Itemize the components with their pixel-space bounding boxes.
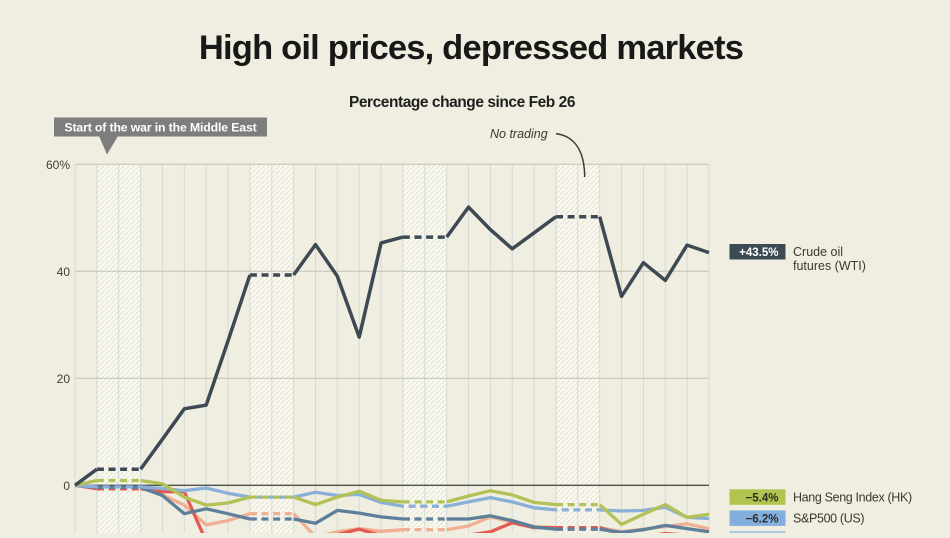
svg-text:+43.5%: +43.5% <box>739 247 778 259</box>
svg-text:0: 0 <box>63 479 70 493</box>
svg-text:60%: 60% <box>46 158 70 172</box>
svg-text:High oil prices, depressed mar: High oil prices, depressed markets <box>199 29 743 67</box>
svg-text:Hang Seng Index (HK): Hang Seng Index (HK) <box>793 490 912 504</box>
svg-text:futures (WTI): futures (WTI) <box>793 259 866 273</box>
svg-text:−6.2%: −6.2% <box>746 513 779 525</box>
svg-text:S&P500 (US): S&P500 (US) <box>793 511 864 525</box>
svg-text:20: 20 <box>57 372 71 386</box>
svg-text:−5.4%: −5.4% <box>746 492 779 504</box>
svg-text:No trading: No trading <box>490 127 548 141</box>
svg-text:Crude oil: Crude oil <box>793 245 843 259</box>
svg-text:40: 40 <box>57 265 71 279</box>
svg-text:Start of the war in the Middle: Start of the war in the Middle East <box>64 121 256 135</box>
svg-text:Percentage change since Feb 26: Percentage change since Feb 26 <box>349 94 576 111</box>
